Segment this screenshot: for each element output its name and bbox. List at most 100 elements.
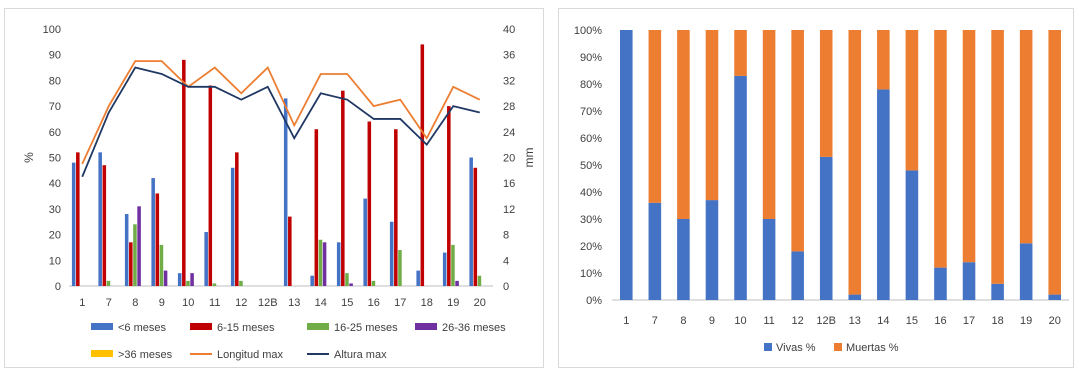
- bar-vivas-16: [934, 267, 947, 300]
- bar-6-15-meses-17: [394, 129, 398, 286]
- bar-muertas-7: [648, 30, 662, 203]
- survival-chart: 0%10%20%30%40%50%60%70%80%90%100%1 7 8 9 10 1…: [574, 25, 1069, 354]
- legend-label-longitud-max: Longitud max: [217, 349, 284, 361]
- bar-6-15-meses-15: [341, 90, 345, 287]
- bar-vivas-1: [619, 30, 633, 300]
- y2-tick-label: 0: [503, 281, 509, 293]
- y-tick-label: 20%: [580, 241, 602, 253]
- y-tick-label: 90: [49, 50, 61, 62]
- y2-tick-label: 36: [503, 50, 515, 62]
- legend-label-6-15-meses: 6-15 meses: [217, 322, 275, 334]
- x-tick-label: 17: [394, 297, 406, 309]
- bar-vivas-17: [962, 262, 976, 300]
- bar-16-25-meses-7: [106, 280, 111, 286]
- x-tick-label: 19: [1020, 315, 1032, 327]
- y-tick-label: 30: [49, 204, 61, 216]
- y-tick-label: 70: [49, 101, 61, 113]
- bar-6-meses-11: [204, 232, 208, 286]
- y-tick-label: 60%: [580, 133, 602, 145]
- bar-6-meses-8: [124, 214, 129, 286]
- bar-16-25-meses-8: [133, 224, 137, 286]
- legend-swatch-muertas: [834, 343, 842, 351]
- bar-vivas-18: [991, 283, 1004, 300]
- x-tick-label: 9: [159, 297, 165, 309]
- x-tick-label: 7: [652, 315, 658, 327]
- bar-vivas-7: [648, 202, 662, 300]
- x-tick-label: 10: [182, 297, 194, 309]
- x-tick-label: 13: [849, 315, 861, 327]
- x-tick-label: 16: [368, 297, 380, 309]
- bar-vivas-12b: [819, 156, 833, 300]
- bar-16-25-meses-19: [451, 244, 455, 286]
- legend-swatch-26-36-meses: [415, 323, 437, 330]
- bar-muertas-20: [1048, 30, 1062, 295]
- line-altura-max: [81, 66, 480, 178]
- bar-26-36-meses-9: [163, 270, 168, 286]
- y2-tick-label: 20: [503, 153, 515, 165]
- line-longitud-max: [81, 60, 481, 165]
- bar-26-36-meses-19: [455, 280, 459, 286]
- bar-6-meses-20: [469, 157, 473, 286]
- x-tick-label: 15: [906, 315, 918, 327]
- bar-6-meses-1: [71, 162, 76, 286]
- bar-vivas-20: [1048, 294, 1062, 300]
- bar-vivas-19: [1019, 243, 1033, 300]
- legend-label-26-36-meses: 26-36 meses: [442, 322, 506, 334]
- x-tick-label: 18: [421, 297, 433, 309]
- y-tick-label: 90%: [580, 52, 602, 64]
- x-tick-label: 9: [709, 315, 715, 327]
- bar-muertas-15: [905, 30, 919, 171]
- x-tick-label: 7: [106, 297, 112, 309]
- bar-6-meses-13: [283, 98, 288, 286]
- x-tick-label: 20: [474, 297, 486, 309]
- bar-vivas-13: [848, 294, 862, 300]
- y2-tick-label: 24: [503, 127, 515, 139]
- bar-6-15-meses-1: [76, 152, 80, 286]
- x-tick-label: 1: [79, 297, 85, 309]
- x-tick-label: 15: [341, 297, 353, 309]
- bar-6-15-meses-14: [314, 129, 319, 286]
- bar-6-meses-12: [230, 167, 235, 286]
- y-tick-label: 10%: [580, 268, 602, 280]
- legend-swatch-16-25-meses: [307, 323, 329, 330]
- bar-16-25-meses-20: [477, 275, 482, 286]
- bar-6-meses-7: [98, 152, 102, 286]
- bar-6-meses-10: [177, 273, 182, 286]
- bar-muertas-19: [1019, 30, 1033, 244]
- x-tick-label: 12: [235, 297, 247, 309]
- x-tick-label: 14: [877, 315, 889, 327]
- bar-muertas-14: [877, 30, 890, 90]
- y-tick-label: 70%: [580, 106, 602, 118]
- x-tick-label: 11: [209, 297, 220, 309]
- bar-26-36-meses-14: [322, 242, 327, 286]
- y-tick-label: 0%: [586, 295, 602, 307]
- x-tick-label: 19: [447, 297, 459, 309]
- bar-6-meses-19: [442, 252, 447, 286]
- bar-6-15-meses-12: [235, 152, 239, 286]
- bar-muertas-13: [848, 30, 862, 295]
- bar-muertas-8: [677, 30, 690, 219]
- legend-label-vivas: Vivas %: [776, 342, 816, 354]
- x-tick-label: 8: [680, 315, 686, 327]
- bar-muertas-9: [705, 30, 719, 201]
- bar-6-15-meses-7: [102, 165, 107, 286]
- bar-6-15-meses-8: [129, 242, 133, 286]
- bar-muertas-18: [991, 30, 1004, 284]
- bar-muertas-12: [791, 30, 804, 252]
- y2-tick-label: 12: [503, 204, 515, 216]
- bar-16-25-meses-15: [345, 273, 349, 286]
- bar-6-15-meses-16: [367, 121, 372, 287]
- y-tick-label: 0: [55, 281, 61, 293]
- bar-6-15-meses-19: [447, 106, 451, 286]
- x-tick-label: 17: [963, 315, 975, 327]
- legend-swatch-6-meses: [91, 323, 113, 330]
- legend-swatch-vivas: [764, 343, 772, 351]
- x-tick-label: 20: [1049, 315, 1061, 327]
- y-tick-label: 100: [43, 24, 61, 36]
- bar-muertas-17: [962, 30, 976, 263]
- x-tick-label: 8: [132, 297, 138, 309]
- legend-label-muertas: Muertas %: [846, 342, 899, 354]
- bar-26-36-meses-15: [349, 283, 353, 286]
- bar-6-15-meses-11: [208, 85, 213, 286]
